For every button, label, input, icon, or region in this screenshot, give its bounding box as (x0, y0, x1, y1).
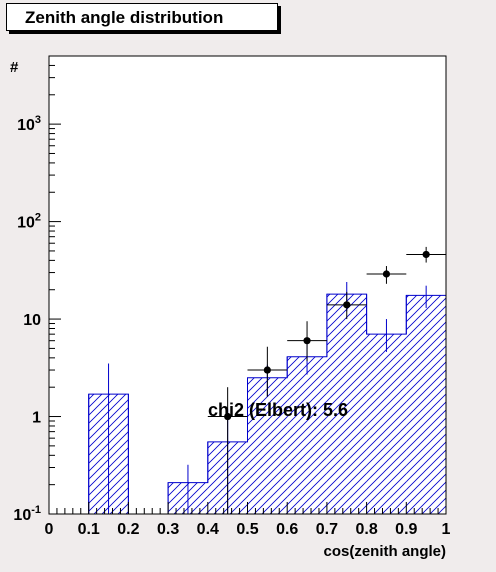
chart-title: Zenith angle distribution (25, 8, 224, 27)
data-point (224, 412, 232, 421)
x-tick-label: 0 (45, 521, 54, 538)
data-point (422, 250, 430, 259)
data-point (303, 337, 311, 345)
x-tick-label: 0.3 (157, 521, 179, 538)
y-axis-label: # (10, 59, 19, 76)
data-point (382, 270, 391, 278)
data-point (263, 366, 271, 374)
x-tick-label: 0.5 (236, 521, 258, 538)
histogram-bar (326, 294, 367, 514)
chi2-annotation: chi2 (Elbert): 5.6 (208, 400, 348, 420)
y-tick-label: 1 (32, 410, 41, 427)
histogram-bar (366, 334, 407, 514)
y-tick-label: 10 (23, 312, 41, 329)
x-tick-label: 0.9 (395, 521, 417, 538)
y-tick-label: 102 (17, 212, 41, 232)
histogram-layer (49, 282, 446, 515)
histogram-bar (406, 295, 446, 514)
x-tick-label: 0.6 (276, 521, 298, 538)
y-tick-label: 10-1 (13, 504, 41, 524)
data-points-layer (207, 246, 446, 514)
chart-title-box: Zenith angle distribution (6, 3, 278, 31)
histogram-bar (247, 377, 288, 514)
x-tick-label: 0.4 (197, 521, 219, 538)
axes-layer: 0 0.1 0.2 0.3 0.4 0.5 0.6 0.7 0.8 0.9 1 10-1 1 10 102 1… (13, 55, 451, 538)
x-tick-label: 0.2 (117, 521, 139, 538)
y-tick-label: 103 (17, 114, 41, 134)
histogram-bar (287, 356, 327, 514)
data-point (343, 301, 351, 309)
x-tick-label: 0.7 (316, 521, 338, 538)
x-tick-label: 0.8 (355, 521, 377, 538)
x-tick-label: 0.1 (78, 521, 100, 538)
x-axis-label: cos(zenith angle) (323, 543, 446, 560)
x-tick-label: 1 (442, 521, 451, 538)
